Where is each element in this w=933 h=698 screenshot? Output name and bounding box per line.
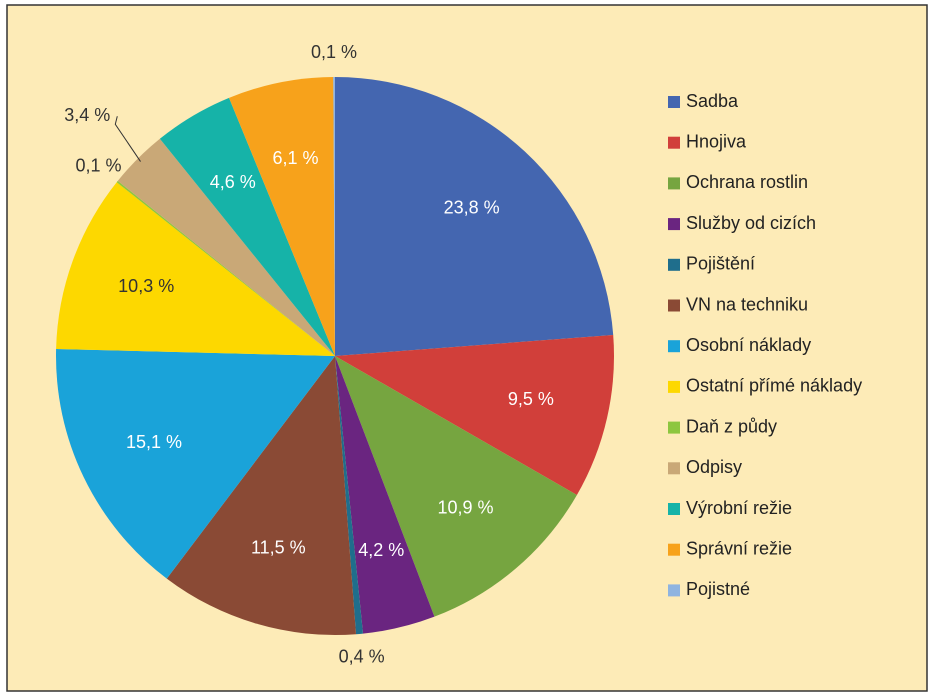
data-label: 10,3 % [118,276,174,296]
pie-slice [117,138,335,356]
pie-slice [116,180,335,356]
legend-swatch [668,218,680,231]
legend-swatch [668,177,680,190]
pie-slice [335,356,577,617]
pie-slice [56,182,336,356]
pie-slice [159,97,335,357]
legend-label: Hnojiva [686,131,747,151]
legend-label: Pojistné [686,579,750,599]
legend-swatch [668,96,680,108]
legend-label: Výrobní režie [686,498,792,518]
data-label: 15,1 % [126,432,182,452]
data-label: 3,4 % [64,105,110,125]
legend-label: Osobní náklady [686,335,811,355]
data-label: 0,4 % [339,647,385,667]
legend-swatch [668,503,680,515]
legend-label: Ochrana rostlin [686,172,808,192]
legend-swatch [668,421,680,434]
pie-slice [333,77,335,356]
legend-label: Daň z půdy [686,416,777,436]
pie-slice [335,77,614,356]
data-label: 0,1 % [76,155,122,175]
data-label: 23,8 % [444,197,500,217]
data-label: 4,6 % [210,172,256,192]
data-label: 6,1 % [272,148,318,168]
legend-label: Ostatní přímé náklady [686,376,862,396]
legend-label: Služby od cizích [686,213,816,233]
pie-slice [56,348,336,579]
data-label: 0,1 % [311,42,357,62]
data-label: 9,5 % [508,389,554,409]
legend-label: Odpisy [686,457,742,477]
legend-swatch [668,299,680,312]
data-label: 10,9 % [437,498,493,518]
legend-swatch [668,462,680,475]
pie-slice [335,334,614,495]
data-label: 4,2 % [358,540,404,560]
legend-label: Pojištění [686,254,755,274]
pie-slice [229,77,335,357]
legend-swatch [668,340,680,353]
pie-slice [335,356,364,635]
legend-label: Sadba [686,91,739,111]
legend-swatch [668,136,680,149]
pie-slice [335,356,435,634]
legend-swatch [668,258,680,271]
leader-line [114,116,141,162]
legend-swatch [668,543,680,556]
legend-label: VN na techniku [686,294,808,314]
legend-swatch [668,380,680,393]
legend-label: Správní režie [686,538,792,558]
legend-swatch [668,584,680,597]
pie-slice [166,356,357,635]
data-label: 11,5 % [251,537,306,557]
